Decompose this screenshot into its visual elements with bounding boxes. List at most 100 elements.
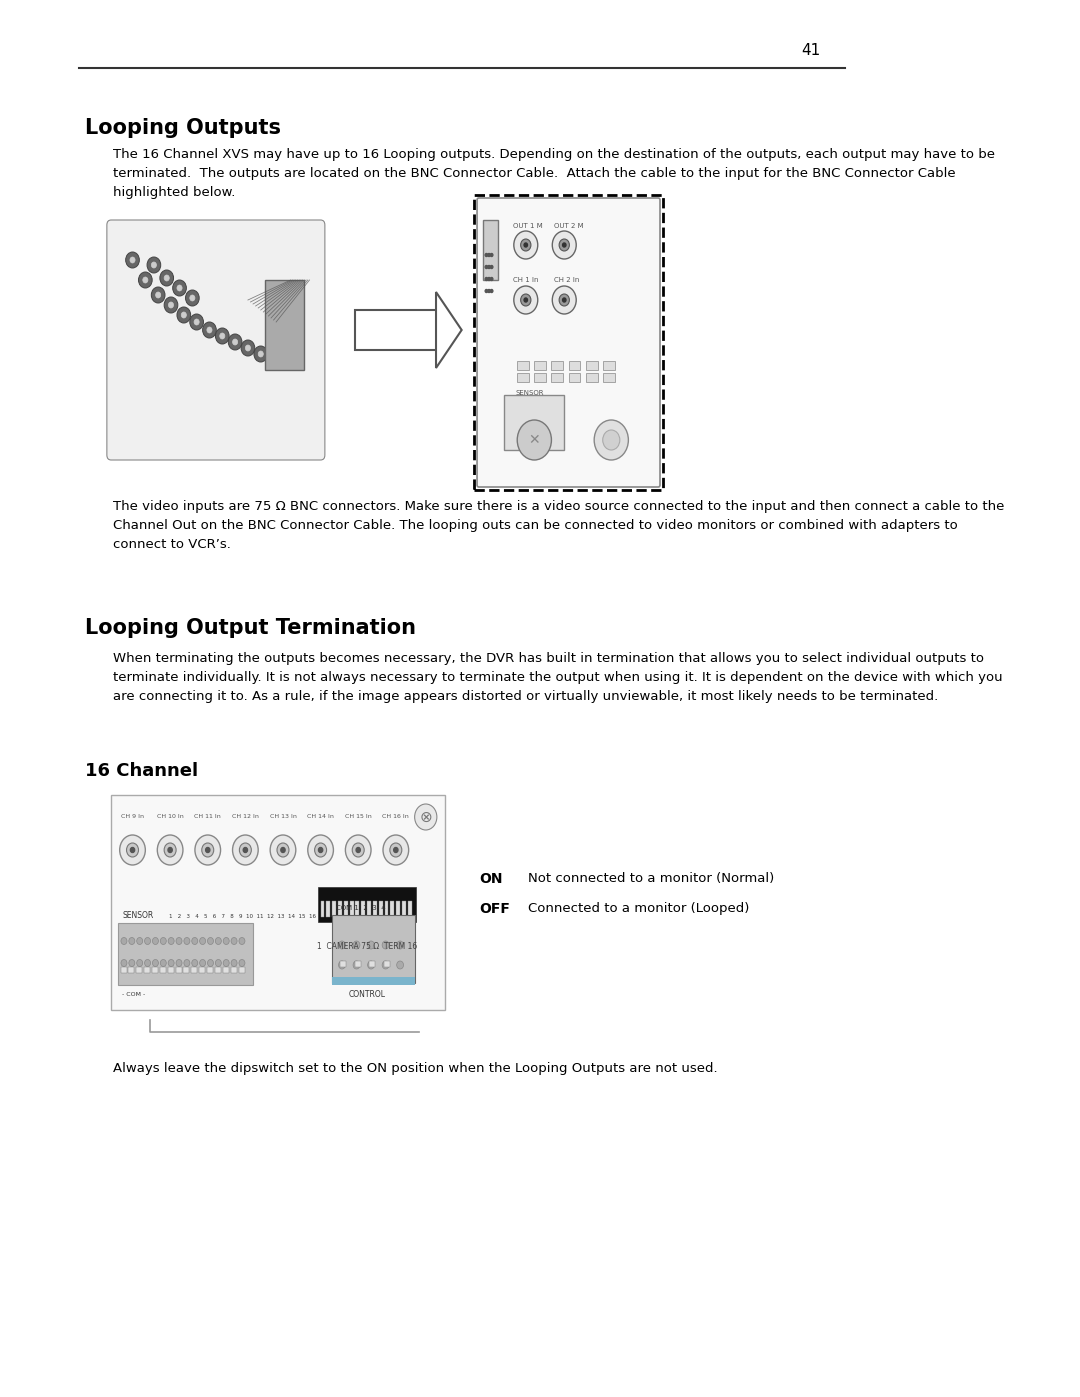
Bar bbox=[483, 219, 499, 279]
Bar bbox=[332, 915, 416, 983]
Circle shape bbox=[168, 960, 174, 967]
Bar bbox=[390, 901, 394, 916]
Circle shape bbox=[200, 937, 205, 944]
Circle shape bbox=[239, 937, 245, 944]
Circle shape bbox=[151, 263, 157, 268]
Bar bbox=[585, 360, 597, 370]
Circle shape bbox=[308, 835, 334, 865]
Text: Looping Output Termination: Looping Output Termination bbox=[85, 617, 417, 638]
Circle shape bbox=[240, 842, 252, 856]
Bar bbox=[231, 967, 237, 972]
Circle shape bbox=[192, 960, 198, 967]
Circle shape bbox=[485, 253, 488, 257]
Bar bbox=[552, 360, 564, 370]
Text: 41: 41 bbox=[801, 43, 821, 59]
Circle shape bbox=[143, 277, 148, 284]
Circle shape bbox=[319, 848, 323, 852]
Circle shape bbox=[490, 265, 492, 268]
Bar bbox=[321, 901, 324, 916]
Circle shape bbox=[184, 960, 190, 967]
Bar bbox=[355, 901, 360, 916]
Bar bbox=[184, 967, 189, 972]
Text: 16 Channel: 16 Channel bbox=[85, 761, 199, 780]
Circle shape bbox=[338, 942, 346, 949]
Circle shape bbox=[563, 298, 566, 302]
Circle shape bbox=[231, 960, 238, 967]
Circle shape bbox=[203, 321, 216, 338]
Circle shape bbox=[176, 937, 183, 944]
Circle shape bbox=[524, 298, 527, 302]
Circle shape bbox=[490, 278, 492, 281]
Bar bbox=[568, 373, 580, 381]
Bar bbox=[111, 795, 445, 1010]
Circle shape bbox=[192, 937, 198, 944]
Circle shape bbox=[219, 332, 225, 339]
Text: OUT 1 M: OUT 1 M bbox=[513, 224, 543, 229]
Circle shape bbox=[367, 942, 375, 949]
Circle shape bbox=[215, 328, 229, 344]
Circle shape bbox=[194, 319, 199, 326]
Bar bbox=[517, 360, 529, 370]
Bar bbox=[167, 967, 174, 972]
Bar bbox=[373, 901, 377, 916]
Text: ⊗: ⊗ bbox=[419, 809, 432, 824]
Circle shape bbox=[129, 960, 135, 967]
Circle shape bbox=[224, 960, 229, 967]
Bar bbox=[603, 360, 615, 370]
Bar bbox=[517, 373, 529, 381]
Circle shape bbox=[245, 345, 251, 351]
Circle shape bbox=[120, 835, 146, 865]
Circle shape bbox=[352, 842, 364, 856]
Bar bbox=[355, 310, 437, 351]
Text: ✕: ✕ bbox=[528, 433, 540, 447]
Text: CH 12 In: CH 12 In bbox=[232, 814, 259, 820]
Circle shape bbox=[485, 289, 488, 292]
Circle shape bbox=[552, 231, 577, 258]
Circle shape bbox=[281, 848, 285, 852]
Circle shape bbox=[382, 961, 389, 970]
Circle shape bbox=[396, 942, 404, 949]
Circle shape bbox=[563, 243, 566, 247]
Bar bbox=[176, 967, 181, 972]
Circle shape bbox=[164, 842, 176, 856]
Circle shape bbox=[121, 960, 127, 967]
Circle shape bbox=[396, 961, 404, 970]
Circle shape bbox=[145, 937, 150, 944]
Text: SENSOR: SENSOR bbox=[516, 390, 544, 395]
Bar bbox=[396, 901, 400, 916]
Circle shape bbox=[521, 293, 531, 306]
Circle shape bbox=[488, 265, 490, 268]
Circle shape bbox=[524, 243, 527, 247]
Bar bbox=[585, 373, 597, 381]
Circle shape bbox=[184, 937, 190, 944]
Circle shape bbox=[190, 314, 203, 330]
Circle shape bbox=[168, 848, 173, 852]
Circle shape bbox=[228, 334, 242, 351]
Circle shape bbox=[490, 253, 492, 257]
Circle shape bbox=[270, 835, 296, 865]
Circle shape bbox=[488, 278, 490, 281]
Circle shape bbox=[205, 848, 210, 852]
Text: OFF: OFF bbox=[478, 902, 510, 916]
Polygon shape bbox=[436, 292, 461, 367]
Text: CH 10 In: CH 10 In bbox=[157, 814, 184, 820]
Bar bbox=[326, 901, 330, 916]
Circle shape bbox=[186, 291, 199, 306]
Circle shape bbox=[394, 848, 397, 852]
Circle shape bbox=[243, 848, 247, 852]
Text: - COM -: - COM - bbox=[122, 992, 146, 997]
Circle shape bbox=[490, 289, 492, 292]
Bar bbox=[379, 901, 382, 916]
FancyBboxPatch shape bbox=[107, 219, 325, 460]
Circle shape bbox=[559, 293, 569, 306]
Text: ON: ON bbox=[478, 872, 502, 886]
Circle shape bbox=[130, 257, 135, 263]
Text: Looping Outputs: Looping Outputs bbox=[85, 117, 282, 138]
Circle shape bbox=[383, 835, 408, 865]
Circle shape bbox=[254, 346, 268, 362]
Text: The 16 Channel XVS may have up to 16 Looping outputs. Depending on the destinati: The 16 Channel XVS may have up to 16 Loo… bbox=[112, 148, 995, 198]
Bar bbox=[603, 373, 615, 381]
Circle shape bbox=[177, 307, 191, 323]
Circle shape bbox=[224, 937, 229, 944]
Circle shape bbox=[164, 298, 178, 313]
